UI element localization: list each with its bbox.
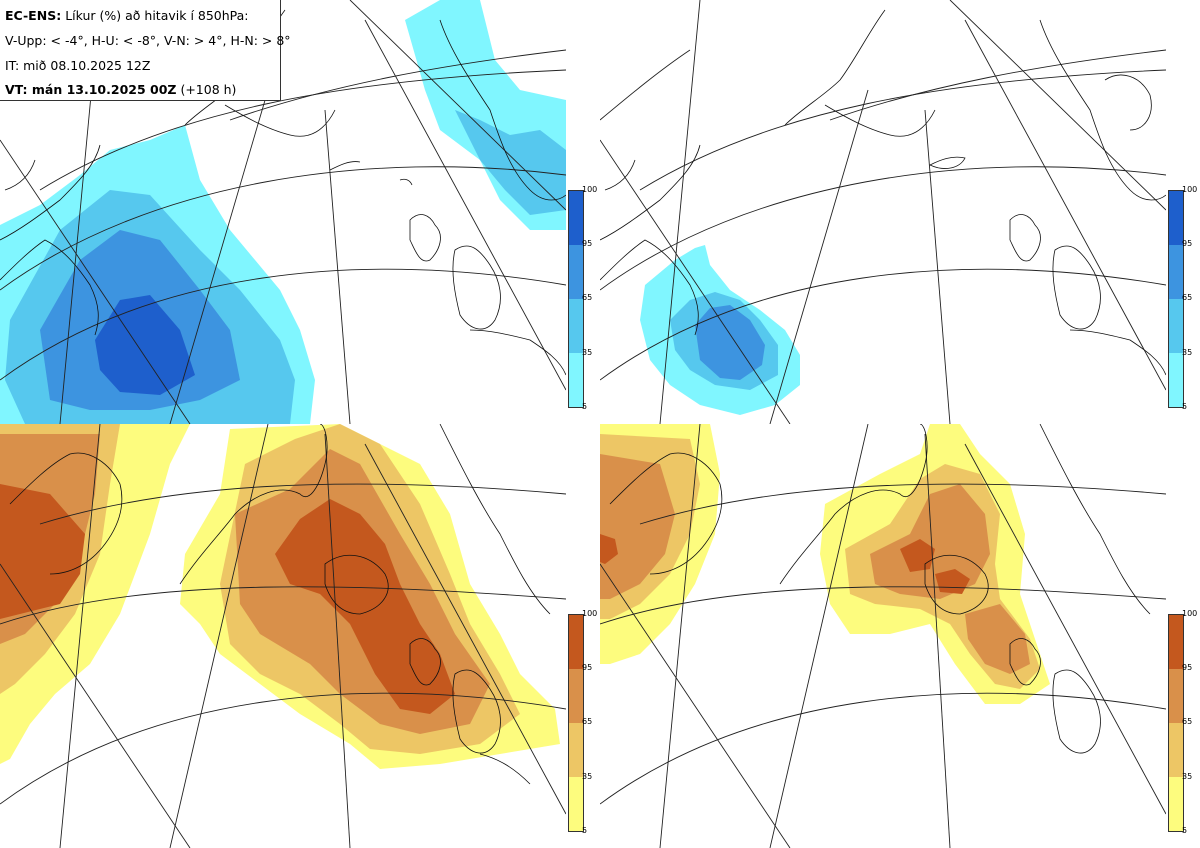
tick-label: 65 bbox=[582, 717, 593, 726]
tick-label: 5 bbox=[582, 826, 588, 835]
tick-label: 5 bbox=[1182, 826, 1188, 835]
map-panel-top-right bbox=[600, 0, 1166, 424]
tick-label: 5 bbox=[582, 402, 588, 411]
map-panel-bottom-right bbox=[600, 424, 1166, 848]
tick-label: 35 bbox=[582, 348, 593, 357]
map-panel-bottom-left bbox=[0, 424, 566, 848]
lat-lon-grid bbox=[0, 0, 566, 424]
tick-label: 100 bbox=[582, 609, 598, 618]
tick-label: 95 bbox=[582, 663, 593, 672]
map-legend: EC-ENS: Líkur (%) að hitavik í 850hPa: V… bbox=[0, 0, 291, 101]
probability-map-warm-plus4 bbox=[0, 424, 566, 848]
tick-label: 65 bbox=[582, 293, 593, 302]
colorbar-warm-bottom-right bbox=[1168, 614, 1184, 832]
prob-contour-95-west bbox=[0, 484, 85, 619]
legend-title: Líkur (%) að hitavik í 850hPa: bbox=[65, 8, 249, 23]
tick-label: 35 bbox=[1182, 772, 1193, 781]
tick-label: 65 bbox=[1182, 717, 1193, 726]
coastlines bbox=[0, 9, 566, 376]
tick-label: 100 bbox=[1182, 609, 1198, 618]
coastlines bbox=[9, 424, 551, 785]
tick-label: 95 bbox=[582, 239, 593, 248]
probability-map-cold-minus4 bbox=[0, 0, 566, 424]
tick-label: 100 bbox=[582, 185, 598, 194]
tick-label: 65 bbox=[1182, 293, 1193, 302]
probability-map-warm-plus8 bbox=[600, 424, 1166, 848]
legend-valid-time: VT: mán 13.10.2025 00Z bbox=[5, 82, 177, 97]
tick-label: 95 bbox=[1182, 663, 1193, 672]
lat-lon-grid bbox=[600, 0, 1166, 424]
prob-contour-95-west bbox=[600, 534, 618, 564]
colorbar-cold-top-right bbox=[1168, 190, 1184, 408]
map-panel-top-left: EC-ENS: Líkur (%) að hitavik í 850hPa: V… bbox=[0, 0, 566, 424]
tick-label: 5 bbox=[1182, 402, 1188, 411]
lat-lon-grid bbox=[600, 424, 1166, 848]
tick-label: 35 bbox=[1182, 348, 1193, 357]
legend-init-time: IT: mið 08.10.2025 12Z bbox=[5, 58, 151, 73]
colorbar-warm-bottom-left bbox=[568, 614, 584, 832]
probability-map-cold-minus8 bbox=[600, 0, 1166, 424]
colorbar-cold-top-left bbox=[568, 190, 584, 408]
tick-label: 100 bbox=[1182, 185, 1198, 194]
legend-model: EC-ENS: bbox=[5, 8, 62, 23]
coastlines bbox=[600, 9, 1166, 376]
legend-thresholds: V-Upp: < -4°, H-U: < -8°, V-N: > 4°, H-N… bbox=[5, 33, 291, 48]
legend-lead-time: (+108 h) bbox=[180, 82, 237, 97]
prob-contour-95-main bbox=[900, 539, 970, 594]
prob-contour-65-west bbox=[600, 454, 675, 599]
tick-label: 95 bbox=[1182, 239, 1193, 248]
tick-label: 35 bbox=[582, 772, 593, 781]
lat-lon-grid bbox=[0, 424, 566, 848]
coastlines bbox=[609, 424, 1151, 754]
